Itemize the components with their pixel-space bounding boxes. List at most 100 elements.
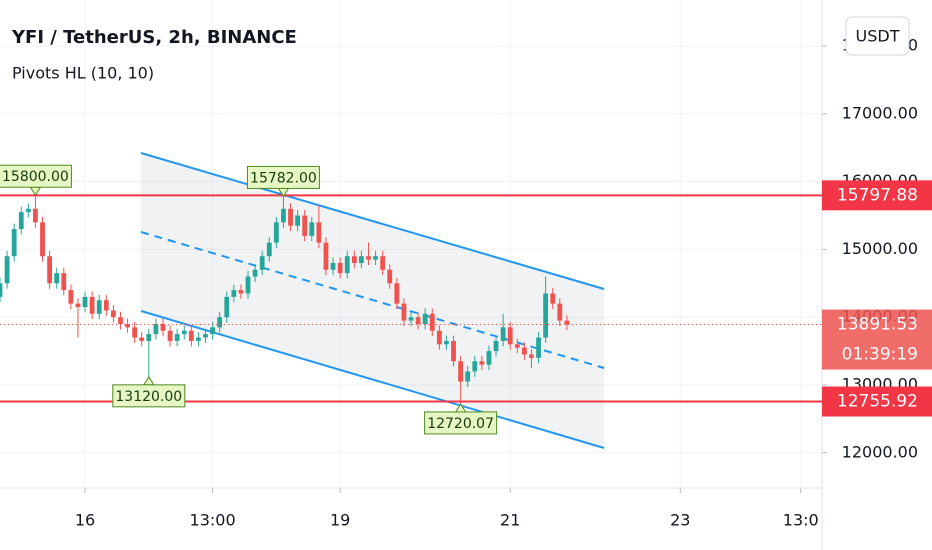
y-tick-label: 15000.00 [842,239,918,258]
last-price-box [822,309,932,370]
countdown: 01:39:19 [842,345,918,365]
candle-body [82,296,88,308]
candle-body [89,296,95,314]
candle-body [245,276,251,294]
candle-body [514,344,520,348]
candle-body [4,256,10,284]
channel-median [140,231,605,369]
candle-body [160,323,166,331]
candle-body [40,222,45,257]
candle-body [288,208,293,226]
candle-body [167,330,173,341]
candle-body [543,293,549,338]
currency-label[interactable]: USDT [856,27,900,46]
x-tick-label: 19 [330,511,350,530]
level-label-box [822,386,932,417]
candle-body [259,256,265,270]
candle-body [486,351,492,365]
candle-body [550,293,556,304]
candle-body [472,361,478,372]
candle-body [380,256,386,270]
pivot-box [0,164,72,188]
candle-body [387,269,393,284]
level-label: 12755.92 [837,392,918,412]
candle-body [309,222,315,236]
last-price-label: 13891.53 [837,315,918,335]
x-tick-label: 21 [500,511,520,530]
level-label: 15797.88 [837,185,918,205]
candle-body [521,347,527,355]
pivot-label: 15800.00 [2,169,69,185]
candle-body [103,300,109,311]
candle-body [295,215,301,226]
candle-body [146,334,152,341]
candle-body [451,340,456,362]
candle-body [231,290,237,297]
candle-body [47,256,53,284]
candle-body [429,313,435,331]
candle-body [337,262,343,274]
candle-body [196,337,201,341]
pivot-label: 13120.00 [115,389,182,405]
y-tick-label: 12000.00 [842,442,918,461]
indicator-name: Pivots HL (10, 10) [12,64,154,83]
candle-body [11,229,17,257]
candle-body [75,303,81,308]
candle-body [358,256,364,263]
plot [0,195,570,404]
candle-body [224,296,230,318]
pivot-label: 15782.00 [250,170,317,186]
y-tick-label: 17000.00 [842,103,918,122]
candle-body [18,212,24,230]
candle-body [507,327,513,345]
candle-body [118,317,123,324]
pivot-label: 12720.07 [427,416,494,432]
candle-body [564,320,570,325]
candle-body [238,290,244,294]
x-tick-label: 23 [670,511,690,530]
candle-body [54,273,60,284]
candle-body [557,303,563,321]
candle-body [153,323,159,335]
candle-body [408,317,414,321]
candle-body [330,262,336,270]
candle-body [61,273,67,291]
x-tick-label: 13:00 [190,511,236,530]
candle-body [302,215,308,236]
candle-body [316,222,322,243]
candle-body [68,290,74,304]
candle-body [458,361,464,382]
candle-body [344,256,350,274]
level-label-box [822,180,932,211]
candle-body [415,317,421,324]
candle-body [422,313,428,324]
candle-body [174,334,180,341]
x-tick-label: 16 [75,511,95,530]
candle-body [394,283,400,304]
candle-body [536,337,541,358]
candle-body [401,303,407,321]
channel-lower [140,310,605,449]
candle-body [203,334,208,338]
candle-body [493,340,499,352]
candle-body [366,256,371,260]
candle-body [444,340,449,345]
candle-body [25,208,31,213]
candle-body [210,327,215,335]
x-tick-label: 13:0 [783,511,819,530]
pivot-pointer [29,186,42,197]
pivot-box [112,384,186,408]
candle-body [266,242,272,257]
candle-body [181,330,187,335]
candle-body [132,327,138,338]
candle-body [500,327,506,341]
pivot-box [424,411,498,435]
candle-body [273,222,279,243]
currency-button[interactable] [845,16,910,56]
candle-body [110,310,116,318]
candle-body [351,256,357,263]
candle-body [479,361,485,365]
pivot-box [246,165,320,189]
candle-body [281,208,286,223]
